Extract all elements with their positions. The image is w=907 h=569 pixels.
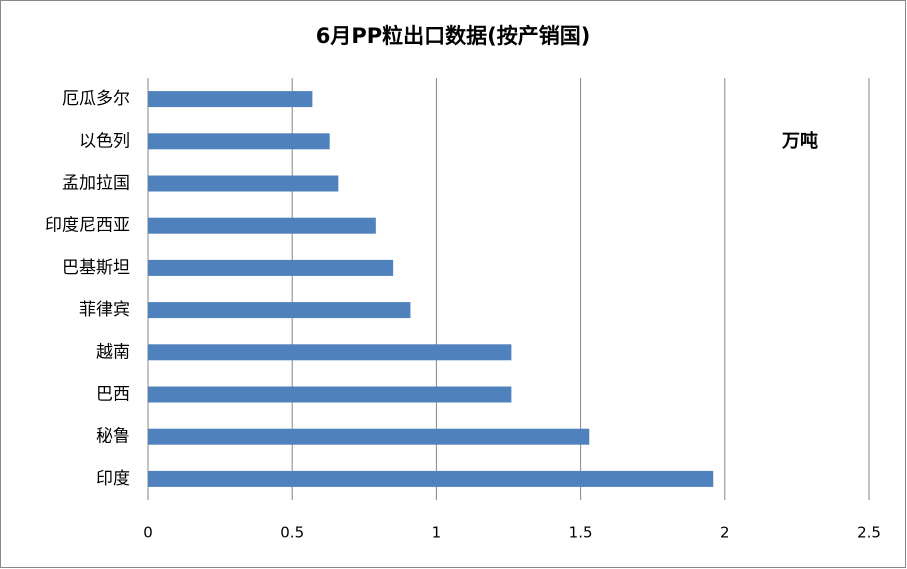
bar: [148, 217, 376, 234]
x-tick-label: 1: [432, 524, 442, 542]
bar: [148, 133, 330, 150]
y-tick-label: 厄瓜多尔: [62, 89, 130, 109]
bar: [148, 470, 714, 487]
x-tick-label: 2: [720, 524, 730, 542]
bar: [148, 302, 411, 319]
y-tick-label: 菲律宾: [79, 300, 130, 320]
y-tick-label: 印度: [96, 469, 130, 489]
bar: [148, 344, 512, 361]
y-tick-label: 以色列: [79, 131, 130, 151]
chart-title: 6月PP粒出口数据(按产销国): [316, 24, 591, 48]
y-tick-label: 印度尼西亚: [45, 216, 130, 236]
y-tick-label: 秘鲁: [96, 427, 130, 447]
x-tick-label: 0.5: [280, 524, 304, 542]
y-tick-label: 越南: [96, 342, 130, 362]
x-tick-label: 1.5: [569, 524, 593, 542]
y-tick-label: 巴西: [96, 385, 130, 405]
unit-annotation: 万吨: [781, 130, 818, 152]
bar: [148, 386, 512, 403]
y-tick-label: 巴基斯坦: [62, 258, 130, 278]
bar: [148, 428, 590, 445]
bar: [148, 175, 339, 192]
bar: [148, 259, 394, 276]
bar: [148, 91, 313, 108]
y-tick-label: 孟加拉国: [62, 174, 130, 194]
x-tick-label: 2.5: [857, 524, 881, 542]
x-tick-label: 0: [143, 524, 153, 542]
